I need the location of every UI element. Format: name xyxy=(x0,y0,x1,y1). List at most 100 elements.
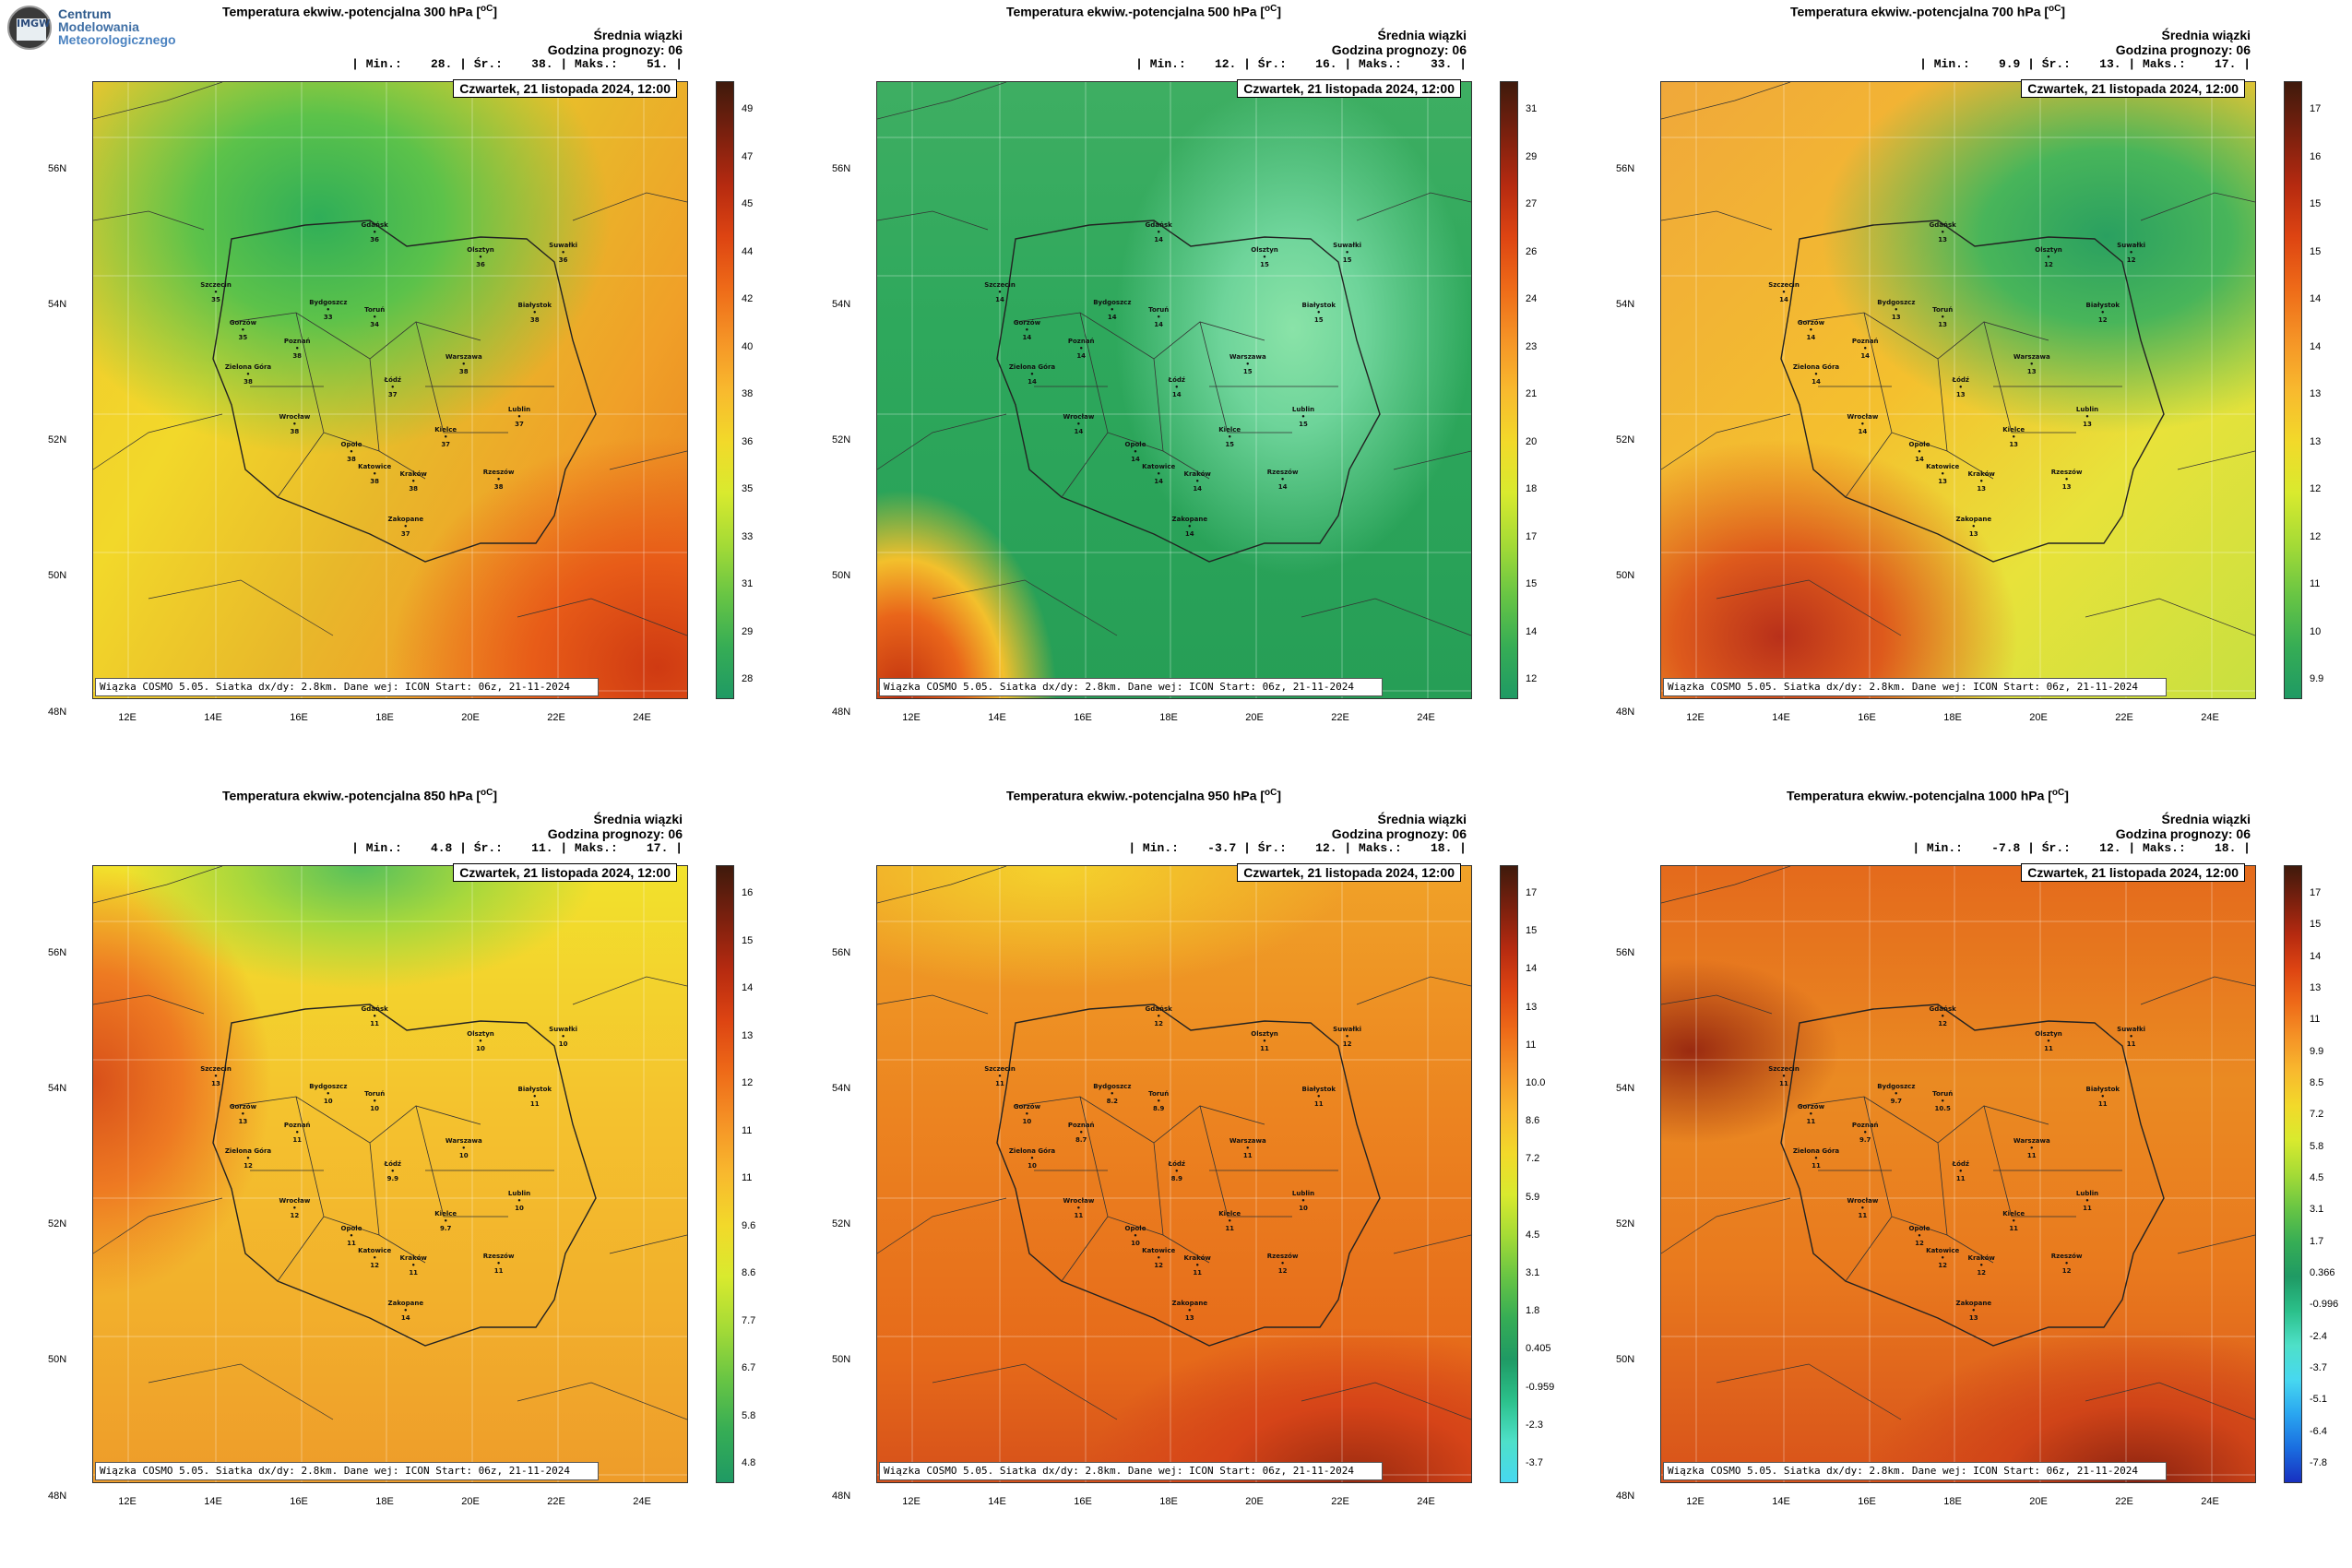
city-dot: • xyxy=(1316,1092,1322,1100)
city-value: 14 xyxy=(995,296,1004,303)
forecast-map[interactable]: Gdańsk • 11 Olsztyn • 10 Suwałki • 10 Szczecin • 13… xyxy=(92,865,688,1483)
city-name: Lublin xyxy=(2075,406,2099,413)
city-dot: • xyxy=(403,522,409,530)
city-dot: • xyxy=(1227,1217,1232,1225)
city-dot: • xyxy=(372,470,377,479)
colorbar-tick: 49 xyxy=(742,103,754,114)
city-name: Szczecin xyxy=(1768,1065,1800,1073)
summary-block: Średnia wiązki Godzina prognozy: 06 | Min.… xyxy=(351,812,683,856)
city-dot: • xyxy=(1809,1110,1813,1118)
panel-title: Temperatura ekwiw.-potencjalna 850 hPa [… xyxy=(221,788,498,803)
city-dot: • xyxy=(1958,1167,1964,1175)
city-label: Łódź • 11 xyxy=(1953,1160,1969,1182)
city-label: Poznań • 38 xyxy=(284,338,311,360)
city-value: 14 xyxy=(1076,351,1087,360)
forecast-map[interactable]: Gdańsk • 36 Olsztyn • 36 Suwałki • 36 Szczecin • 35… xyxy=(92,81,688,699)
city-label: Zakopane • 14 xyxy=(388,1300,424,1322)
forecast-map[interactable]: Gdańsk • 12 Olsztyn • 11 Suwałki • 11 Szczecin • 11… xyxy=(1660,865,2256,1483)
city-label: Suwałki • 36 xyxy=(549,242,577,264)
city-value: 37 xyxy=(387,390,398,398)
city-name: Suwałki xyxy=(2117,1025,2146,1033)
colorbar-tick: 14 xyxy=(2310,340,2322,352)
longitude-tick: 18E xyxy=(1159,712,1178,723)
city-name: Łódź xyxy=(384,375,401,384)
city-value: 9.9 xyxy=(386,1174,398,1182)
city-name: Kielce xyxy=(1218,425,1241,434)
city-name: Warszawa xyxy=(1229,353,1266,362)
city-dot: • xyxy=(1156,314,1161,321)
city-name: Szczecin xyxy=(200,1065,232,1073)
colorbar-tick: 13 xyxy=(2310,388,2322,399)
borders-and-grid xyxy=(877,866,1471,1482)
city-name: Suwałki xyxy=(2117,241,2146,249)
city-name: Zakopane xyxy=(1955,1299,1992,1307)
colorbar xyxy=(716,81,734,699)
colorbar-tick: 13 xyxy=(742,1029,754,1041)
city-dot: • xyxy=(326,1089,331,1098)
forecast-map[interactable]: Gdańsk • 14 Olsztyn • 15 Suwałki • 15 Szczecin • 14… xyxy=(876,81,1472,699)
city-label: Kielce • 11 xyxy=(2002,1210,2025,1232)
city-name: Opole xyxy=(1124,1224,1146,1232)
city-name: Kraków xyxy=(399,1254,427,1263)
city-value: 37 xyxy=(400,529,410,538)
city-dot: • xyxy=(1280,1259,1285,1267)
city-value: 10 xyxy=(1022,1117,1032,1125)
forecast-hour: Godzina prognozy: 06 xyxy=(547,826,683,841)
city-label: Gorzów • 11 xyxy=(1798,1103,1824,1125)
longitude-tick: 24E xyxy=(2201,1496,2219,1507)
city-value: 11 xyxy=(2009,1224,2019,1232)
city-label: Katowice • 12 xyxy=(358,1247,391,1269)
city-label: Zielona Góra • 10 xyxy=(1009,1147,1055,1170)
city-dot: • xyxy=(517,413,522,421)
city-label: Szczecin • 11 xyxy=(984,1065,1016,1087)
city-label: Rzeszów • 12 xyxy=(1267,1253,1299,1275)
colorbar-tick: -0.996 xyxy=(2310,1299,2339,1311)
city-label: Bydgoszcz • 33 xyxy=(309,299,347,321)
city-dot: • xyxy=(410,478,416,486)
city-name: Suwałki xyxy=(549,1025,578,1033)
city-value: 14 xyxy=(1277,482,1288,491)
city-dot: • xyxy=(372,1013,377,1021)
city-value: 12 xyxy=(290,1212,300,1220)
city-value: 35 xyxy=(211,296,220,303)
city-dot: • xyxy=(1316,308,1322,316)
colorbar-tick: 6.7 xyxy=(742,1362,756,1373)
city-dot: • xyxy=(1809,326,1813,334)
city-label: Kielce • 9.7 xyxy=(434,1210,457,1232)
city-value: 10 xyxy=(370,1105,380,1112)
city-name: Wrocław xyxy=(1847,1197,1879,1206)
forecast-map[interactable]: Gdańsk • 12 Olsztyn • 11 Suwałki • 12 Szczecin • 11… xyxy=(876,865,1472,1483)
city-name: Gorzów xyxy=(1797,1102,1825,1111)
city-name: Katowice xyxy=(358,463,392,471)
city-value: 11 xyxy=(370,1020,380,1028)
longitude-tick: 22E xyxy=(547,1496,565,1507)
city-dot: • xyxy=(1076,421,1081,429)
city-label: Szczecin • 14 xyxy=(984,281,1016,303)
city-value: 38 xyxy=(493,482,504,491)
city-label: Kraków • 13 xyxy=(1968,470,1995,493)
forecast-map[interactable]: Gdańsk • 13 Olsztyn • 12 Suwałki • 12 Szczecin • 14… xyxy=(1660,81,2256,699)
city-dot: • xyxy=(2085,413,2090,421)
city-value: 10 xyxy=(323,1097,333,1105)
colorbar-tick: 15 xyxy=(2310,245,2322,257)
city-value: 13 xyxy=(2061,482,2072,491)
imgw-logo: IMGW Centrum Modelowania Meteorologiczne… xyxy=(7,6,178,52)
city-value: 14 xyxy=(1028,378,1037,386)
longitude-tick: 18E xyxy=(375,712,394,723)
city-value: 12 xyxy=(1938,1262,1948,1270)
city-name: Rzeszów xyxy=(2050,1252,2083,1260)
city-name: Toruń xyxy=(364,1090,386,1098)
city-value: 13 xyxy=(1184,1313,1194,1322)
city-value: 14 xyxy=(1193,485,1203,493)
city-name: Warszawa xyxy=(445,1137,482,1146)
longitude-tick: 12E xyxy=(902,712,921,723)
date-label: Czwartek, 21 listopada 2024, 12:00 xyxy=(453,79,677,98)
date-label: Czwartek, 21 listopada 2024, 12:00 xyxy=(1237,863,1461,882)
city-name: Toruń xyxy=(1932,1090,1954,1098)
city-label: Kielce • 11 xyxy=(1218,1210,1241,1232)
city-dot: • xyxy=(1156,470,1161,479)
city-value: 8.2 xyxy=(1106,1097,1118,1105)
city-name: Olsztyn xyxy=(1251,246,1278,255)
colorbar-tick: 14 xyxy=(1526,625,1538,637)
colorbar-tick: 5.9 xyxy=(1526,1191,1540,1203)
